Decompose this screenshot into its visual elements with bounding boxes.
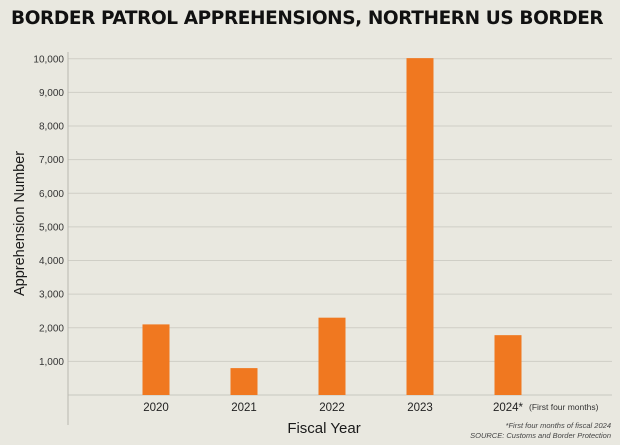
chart-title: BORDER PATROL APPREHENSIONS, NORTHERN US… (11, 8, 604, 29)
x-tick-label: 2021 (231, 402, 257, 414)
x-tick-note: (First four months) (529, 402, 599, 412)
source-note: SOURCE: Customs and Border Protection (470, 431, 611, 440)
bar-2022 (318, 317, 346, 395)
y-tick-label: 10,000 (33, 54, 64, 65)
bar-2020 (142, 324, 170, 395)
x-tick-labels: 2020 2021 2022 2023 2024* (First four months) (143, 402, 598, 414)
y-tick-label: 4,000 (39, 256, 64, 267)
y-tick-label: 7,000 (39, 155, 64, 166)
y-axis-label: Apprehension Number (12, 151, 28, 296)
bar-2024 (494, 335, 522, 395)
y-tick-label: 2,000 (39, 323, 64, 334)
footnote: *First four months of fiscal 2024 (506, 421, 611, 430)
y-tick-label: 3,000 (39, 290, 64, 301)
x-tick-label: 2024* (493, 402, 524, 414)
y-tick-label: 5,000 (39, 222, 64, 233)
y-tick-label: 1,000 (39, 357, 64, 368)
y-tick-label: 9,000 (39, 88, 64, 99)
x-axis-label: Fiscal Year (287, 420, 360, 437)
bar-2023 (406, 58, 434, 395)
x-tick-label: 2020 (143, 402, 169, 414)
bar-2021 (230, 368, 258, 395)
bars (142, 58, 522, 395)
y-tick-label: 8,000 (39, 122, 64, 133)
y-tick-label: 6,000 (39, 189, 64, 200)
x-tick-label: 2023 (407, 402, 433, 414)
y-tick-labels: 1,000 2,000 3,000 4,000 5,000 6,000 7,000 8,000… (33, 54, 64, 368)
x-tick-label: 2022 (319, 402, 345, 414)
